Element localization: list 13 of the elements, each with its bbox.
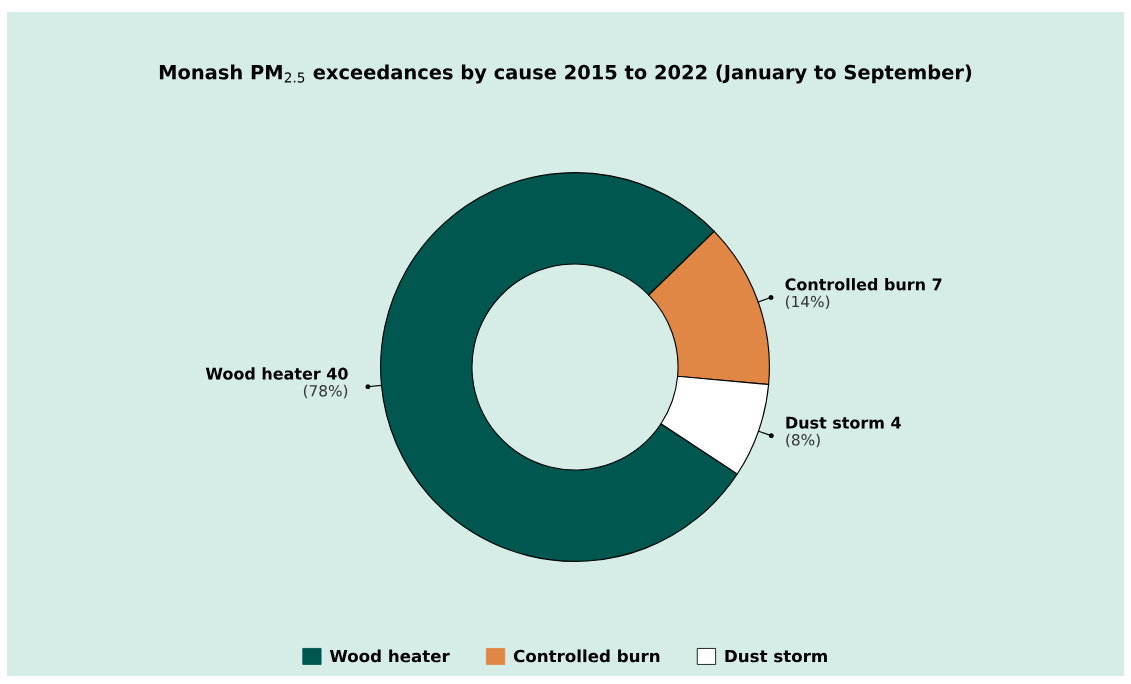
text: (78%) — [303, 384, 348, 399]
data-label: 4 — [891, 416, 901, 429]
legend-label: Wood heater — [329, 649, 450, 663]
data-label: 7 — [932, 278, 942, 291]
text: (8%) — [786, 433, 820, 448]
slice-label: Dust storm — [786, 416, 884, 429]
legend-label: Dust storm — [725, 649, 827, 663]
chart-title: Monash PM$_{2.5}$ exceedances by cause 2015 to 2022 (January to September) — [159, 64, 972, 84]
slice-label: Controlled burn — [785, 278, 925, 291]
legend-label: Controlled burn — [513, 649, 660, 663]
slice-label: Wood heater — [205, 367, 321, 380]
data-label: 40 — [326, 367, 348, 380]
text: (14%) — [785, 295, 830, 310]
